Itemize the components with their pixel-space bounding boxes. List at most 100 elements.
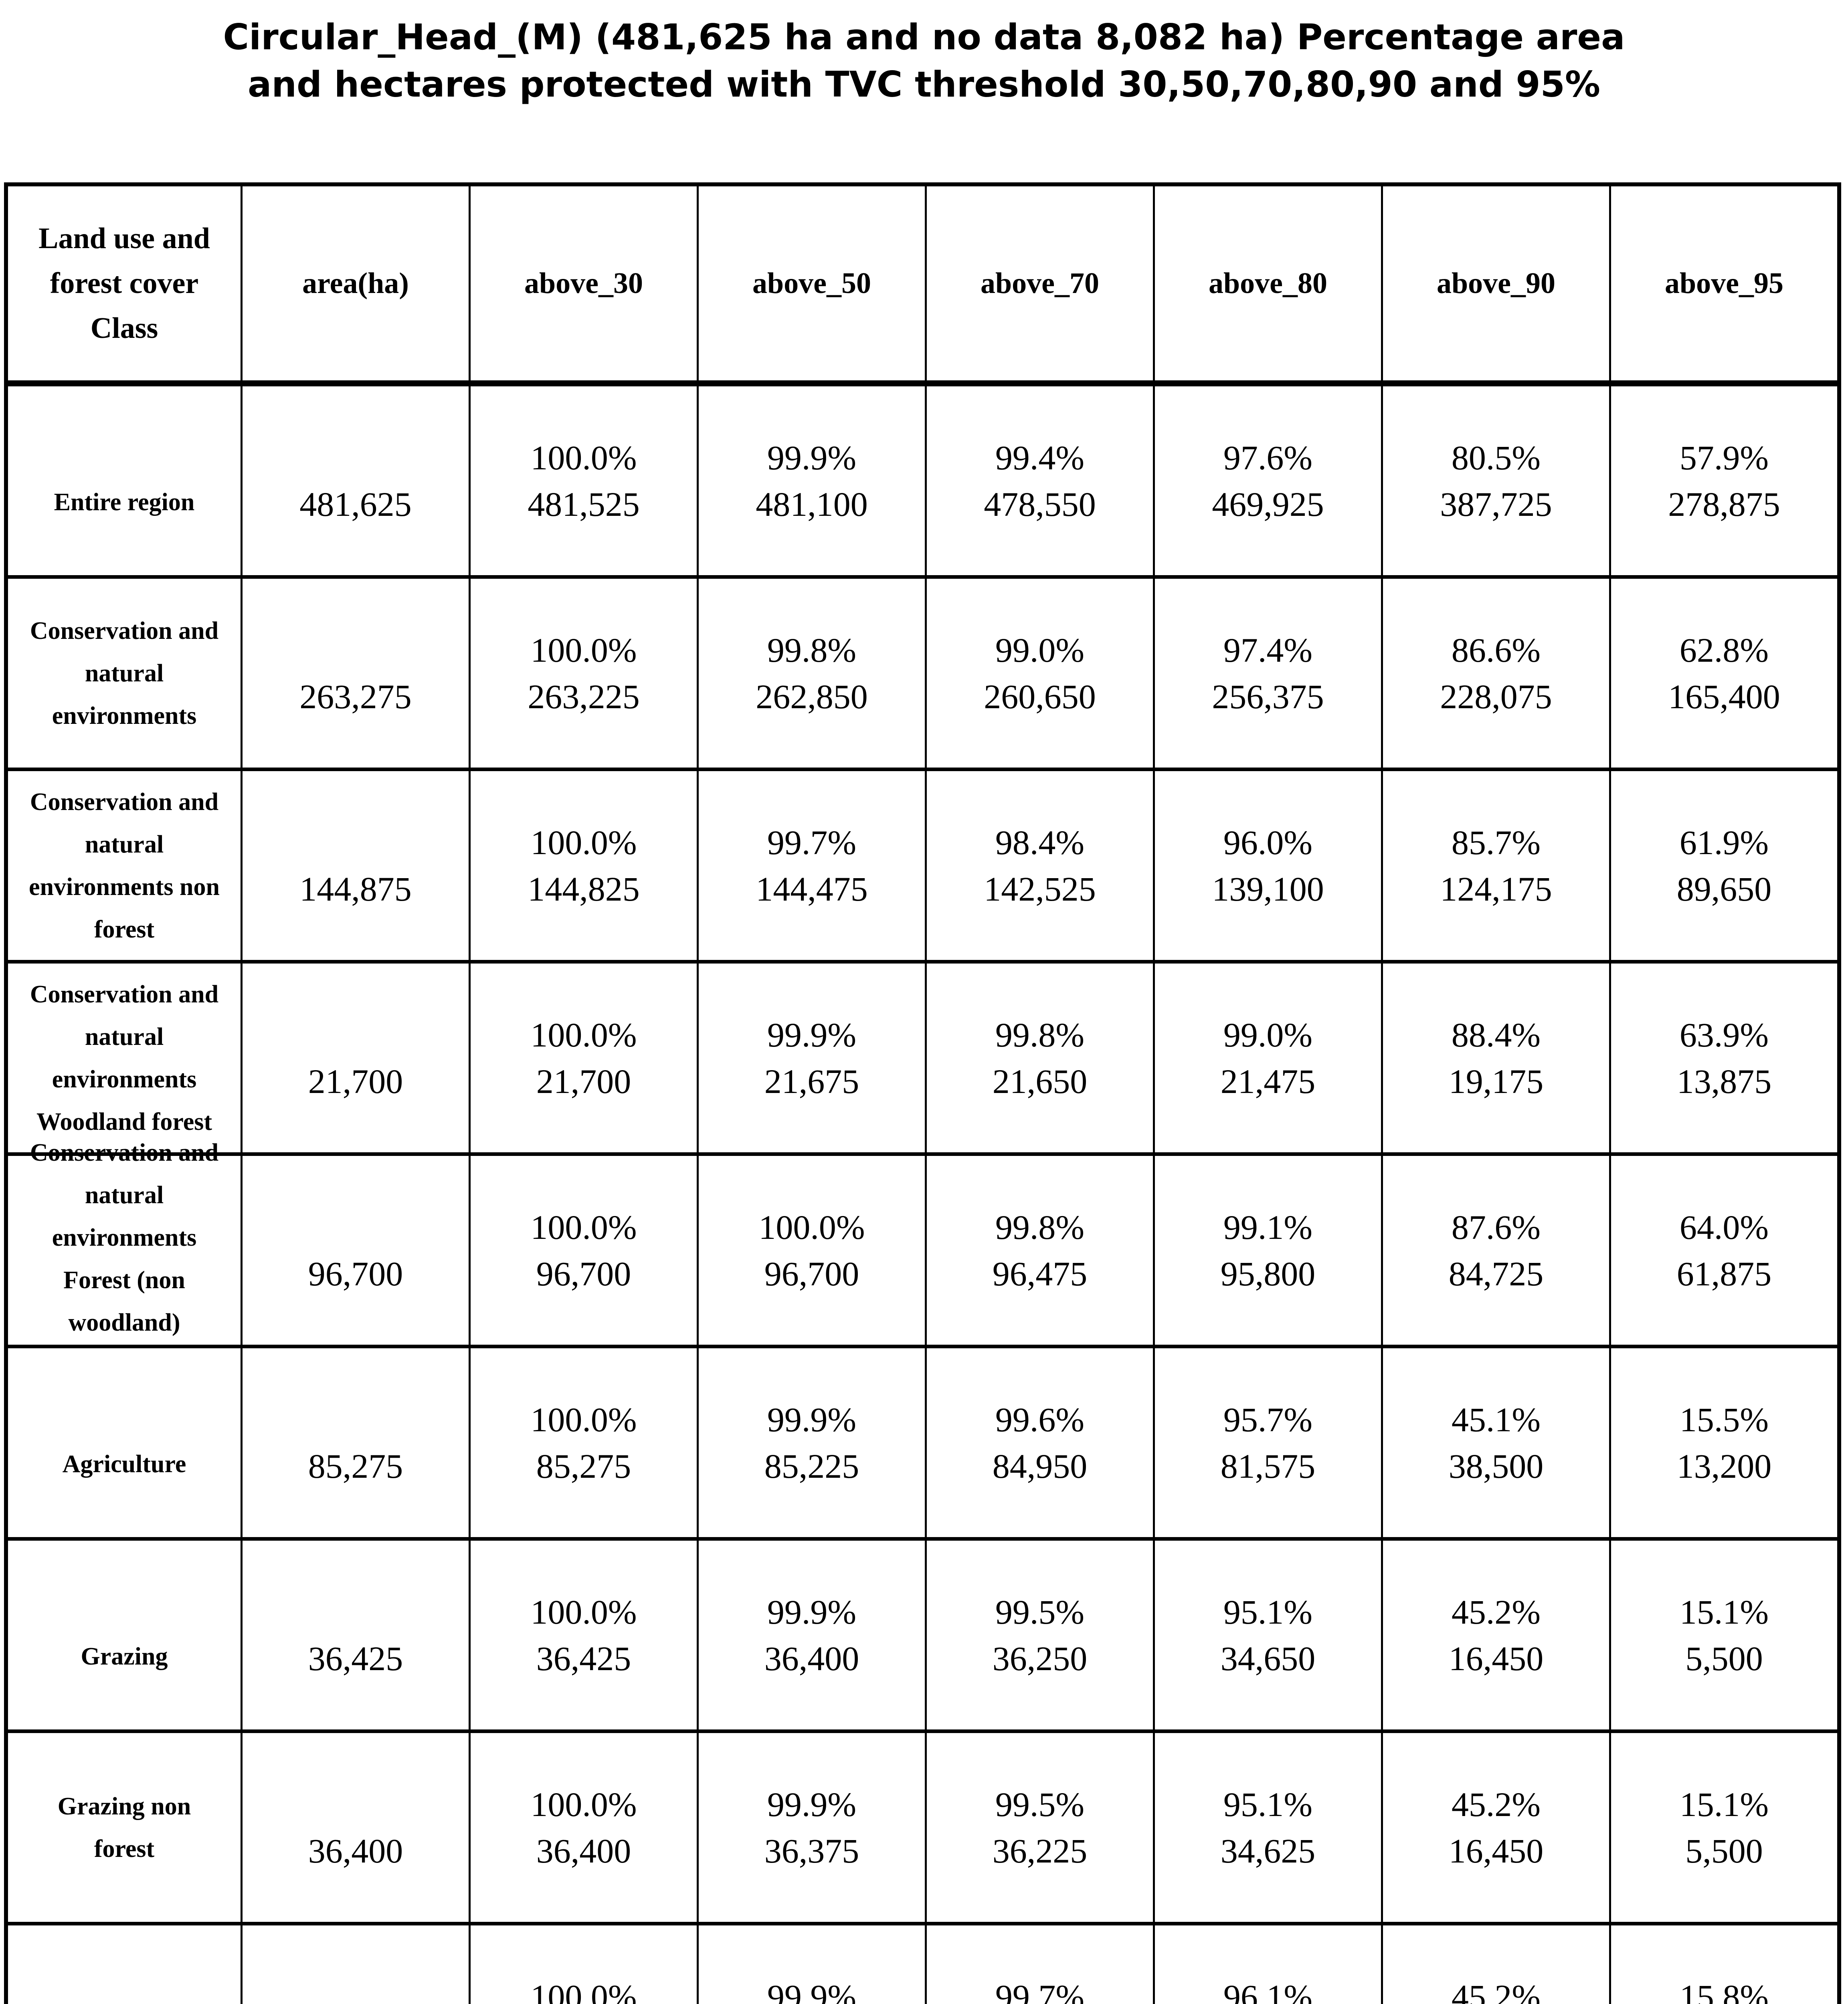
cell-above_70: 98.4% 142,525 (925, 768, 1153, 960)
cell-above_95: 62.8% 165,400 (1609, 575, 1837, 768)
cell-class-label: Grazing (8, 1537, 241, 1729)
cell-class-label-text: Conservation and natural environments Fo… (30, 1139, 219, 1336)
cell-area-ha-text: 481,625 (299, 485, 412, 523)
table-header-above_70-text: above_70 (981, 267, 1099, 300)
cell-above_80-text: 97.4% 256,375 (1212, 630, 1324, 716)
cell-area-ha: 48,800 (241, 1922, 469, 2004)
cell-above_80: 99.1% 95,800 (1153, 1152, 1381, 1345)
cell-above_30: 100.0% 85,275 (469, 1345, 697, 1537)
cell-area-ha-text: 144,875 (299, 869, 412, 908)
cell-above_90-text: 85.7% 124,175 (1440, 823, 1552, 908)
cell-above_90-text: 45.2% 16,450 (1448, 1785, 1544, 1870)
cell-above_50-text: 99.9% 48,775 (767, 1977, 857, 2004)
cell-class-label: Conservation and natural environments Wo… (8, 960, 241, 1152)
page-title: Circular_Head_(M) (481,625 ha and no dat… (0, 14, 1848, 108)
cell-above_70-text: 99.7% 48,650 (995, 1977, 1085, 2004)
cell-above_70-text: 99.8% 96,475 (992, 1208, 1088, 1293)
cell-class-label-text: Conservation and natural environments no… (29, 788, 220, 943)
cell-above_30: 100.0% 36,400 (469, 1729, 697, 1922)
cell-above_50-text: 99.9% 85,225 (764, 1400, 859, 1485)
cell-above_90-text: 45.1% 38,500 (1448, 1400, 1544, 1485)
table-header-area_ha-text: area(ha) (302, 267, 409, 300)
cell-above_80-text: 99.0% 21,475 (1220, 1015, 1316, 1101)
cell-above_70: 99.8% 96,475 (925, 1152, 1153, 1345)
cell-class-label-text: Irrigation (72, 1978, 177, 2004)
cell-area-ha-text: 21,700 (308, 1062, 403, 1101)
cell-above_70: 99.7% 48,650 (925, 1922, 1153, 2004)
cell-above_90-text: 80.5% 387,725 (1440, 438, 1552, 523)
cell-above_95-text: 15.5% 13,200 (1676, 1400, 1772, 1485)
cell-above_30-text: 100.0% 85,275 (530, 1400, 637, 1485)
cell-above_95-text: 63.9% 13,875 (1676, 1015, 1772, 1101)
cell-above_95: 15.1% 5,500 (1609, 1537, 1837, 1729)
cell-area-ha: 96,700 (241, 1152, 469, 1345)
cell-class-label: Conservation and natural environments (8, 575, 241, 768)
table-header-above_30: above_30 (469, 186, 697, 383)
cell-above_90: 45.2% 16,450 (1381, 1729, 1609, 1922)
cell-above_50: 99.7% 144,475 (697, 768, 925, 960)
cell-above_80: 97.4% 256,375 (1153, 575, 1381, 768)
cell-above_30-text: 100.0% 21,700 (530, 1015, 637, 1101)
cell-above_90: 87.6% 84,725 (1381, 1152, 1609, 1345)
cell-above_95-text: 57.9% 278,875 (1668, 438, 1780, 523)
cell-above_95-text: 61.9% 89,650 (1676, 823, 1772, 908)
cell-above_30-text: 100.0% 481,525 (528, 438, 640, 523)
cell-above_90: 45.1% 38,500 (1381, 1345, 1609, 1537)
cell-above_95-text: 62.8% 165,400 (1668, 630, 1780, 716)
page-title-line2: and hectares protected with TVC threshol… (247, 64, 1601, 105)
cell-above_30-text: 100.0% 48,800 (530, 1977, 637, 2004)
cell-above_30: 100.0% 481,525 (469, 383, 697, 575)
table-header-above_90: above_90 (1381, 186, 1609, 383)
cell-above_50: 99.9% 481,100 (697, 383, 925, 575)
cell-above_80-text: 97.6% 469,925 (1212, 438, 1324, 523)
cell-above_70-text: 99.5% 36,225 (992, 1785, 1088, 1870)
cell-above_95: 15.1% 5,500 (1609, 1729, 1837, 1922)
cell-area-ha-text: 48,800 (308, 1974, 403, 2004)
cell-above_30: 100.0% 263,225 (469, 575, 697, 768)
cell-above_90-text: 88.4% 19,175 (1448, 1015, 1544, 1101)
cell-above_90-text: 86.6% 228,075 (1440, 630, 1552, 716)
table-header-above_80-text: above_80 (1209, 267, 1327, 300)
cell-above_90-text: 45.2% 16,450 (1448, 1592, 1544, 1678)
cell-above_80-text: 95.1% 34,650 (1220, 1592, 1316, 1678)
cell-area-ha: 21,700 (241, 960, 469, 1152)
cell-above_30: 100.0% 96,700 (469, 1152, 697, 1345)
cell-class-label-text: Grazing (81, 1642, 168, 1670)
table-header-above_50: above_50 (697, 186, 925, 383)
table-header-above_70: above_70 (925, 186, 1153, 383)
cell-class-label-text: Conservation and natural environments Wo… (30, 980, 219, 1135)
cell-area-ha-text: 36,400 (308, 1831, 403, 1870)
cell-above_90-text: 87.6% 84,725 (1448, 1208, 1544, 1293)
report-table: Land use and forest cover Class area(ha) a… (4, 182, 1841, 2004)
cell-area-ha: 263,275 (241, 575, 469, 768)
cell-above_50-text: 99.9% 21,675 (764, 1015, 859, 1101)
table-header-class: Land use and forest cover Class (8, 186, 241, 383)
cell-above_95: 57.9% 278,875 (1609, 383, 1837, 575)
cell-above_50: 99.9% 85,225 (697, 1345, 925, 1537)
cell-above_80-text: 96.0% 139,100 (1212, 823, 1324, 908)
cell-class-label-text: Entire region (54, 488, 195, 516)
cell-above_90: 45.2% 22,050 (1381, 1922, 1609, 2004)
cell-above_30-text: 100.0% 96,700 (530, 1208, 637, 1293)
cell-above_50: 99.9% 36,375 (697, 1729, 925, 1922)
page-title-line1: Circular_Head_(M) (481,625 ha and no dat… (223, 16, 1625, 58)
cell-above_50-text: 99.9% 36,400 (764, 1592, 859, 1678)
cell-above_90: 86.6% 228,075 (1381, 575, 1609, 768)
cell-class-label: Grazing non forest (8, 1729, 241, 1922)
cell-area-ha-text: 85,275 (308, 1446, 403, 1485)
cell-above_80-text: 95.7% 81,575 (1220, 1400, 1316, 1485)
cell-above_30-text: 100.0% 36,425 (530, 1592, 637, 1678)
cell-above_70-text: 99.6% 84,950 (992, 1400, 1088, 1485)
cell-above_80-text: 96.1% 46,875 (1223, 1977, 1313, 2004)
cell-area-ha: 144,875 (241, 768, 469, 960)
cell-class-label: Irrigation (8, 1922, 241, 2004)
table-header-above_50-text: above_50 (752, 267, 871, 300)
table-header-above_90-text: above_90 (1437, 267, 1555, 300)
cell-above_30-text: 100.0% 144,825 (528, 823, 640, 908)
cell-above_95-text: 15.1% 5,500 (1679, 1785, 1769, 1870)
cell-above_30: 100.0% 36,425 (469, 1537, 697, 1729)
cell-above_50-text: 99.9% 36,375 (764, 1785, 859, 1870)
cell-above_80-text: 95.1% 34,625 (1220, 1785, 1316, 1870)
cell-above_50-text: 99.7% 144,475 (756, 823, 868, 908)
